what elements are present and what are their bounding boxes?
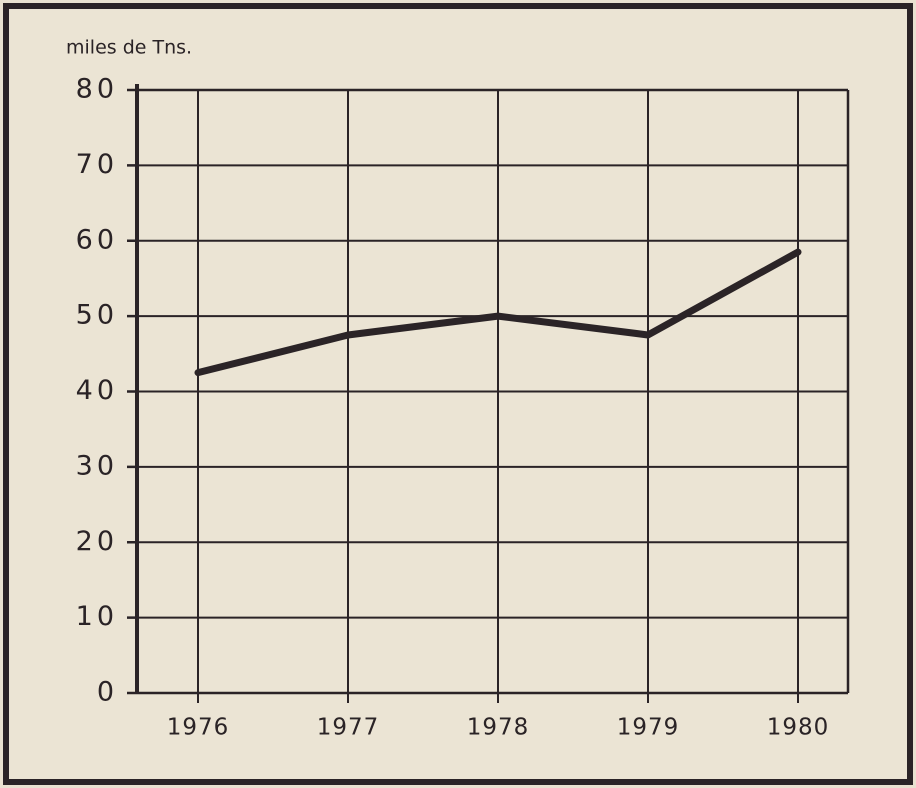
data-line <box>194 248 802 377</box>
frame <box>3 3 913 785</box>
y-tick-label: 80 <box>76 74 118 105</box>
y-tick-label: 50 <box>76 300 118 331</box>
y-axis-label: miles de Tns. <box>66 37 192 59</box>
y-tick-label: 60 <box>76 224 118 255</box>
y-tick-label: 20 <box>76 526 118 557</box>
x-tick-label: 1976 <box>167 715 230 741</box>
y-tick-label: 40 <box>76 375 118 406</box>
x-tick-label: 1980 <box>767 715 830 741</box>
y-tick-label: 70 <box>76 149 118 180</box>
x-tick-label: 1977 <box>317 715 380 741</box>
y-tick-label: 30 <box>76 450 118 481</box>
x-tick-label: 1978 <box>467 715 530 741</box>
y-tick-label: 0 <box>97 677 118 708</box>
x-tick-label: 1979 <box>617 715 680 741</box>
y-tick-label: 10 <box>76 601 118 632</box>
